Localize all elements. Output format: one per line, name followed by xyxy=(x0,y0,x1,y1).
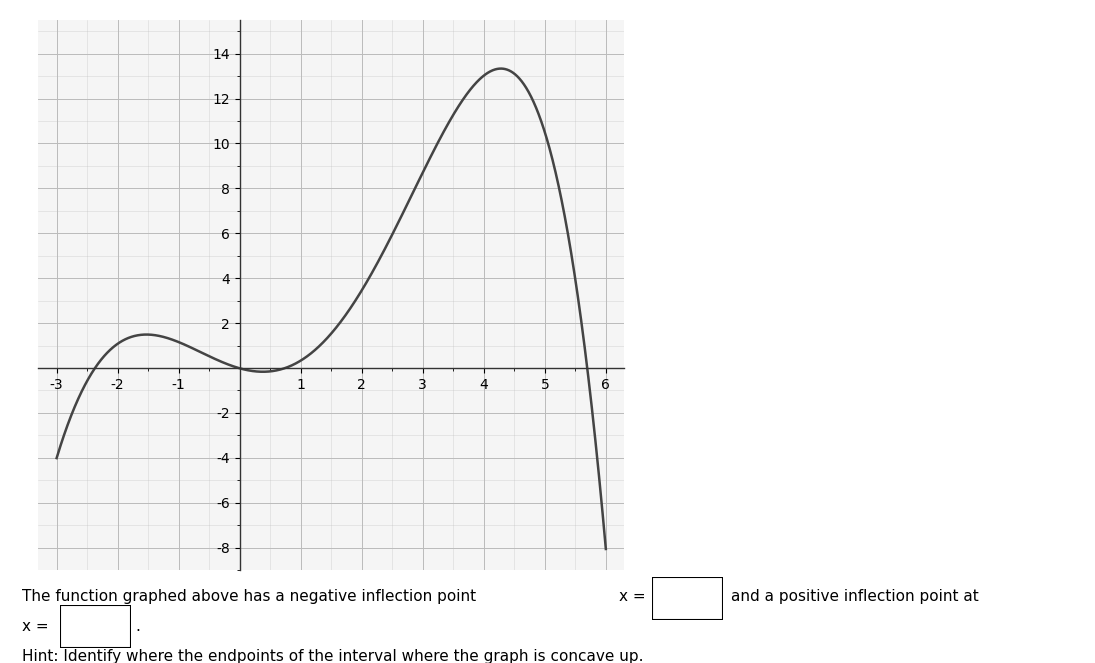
Text: Hint: Identify where the endpoints of the interval where the graph is concave up: Hint: Identify where the endpoints of th… xyxy=(22,649,644,663)
Text: x =: x = xyxy=(22,619,48,634)
FancyBboxPatch shape xyxy=(652,577,723,620)
Text: The function graphed above has a negative inflection point: The function graphed above has a negativ… xyxy=(22,589,476,604)
Text: and a positive inflection point at: and a positive inflection point at xyxy=(731,589,979,604)
Text: .: . xyxy=(136,619,140,634)
Text: x =: x = xyxy=(619,589,645,604)
FancyBboxPatch shape xyxy=(60,605,131,648)
